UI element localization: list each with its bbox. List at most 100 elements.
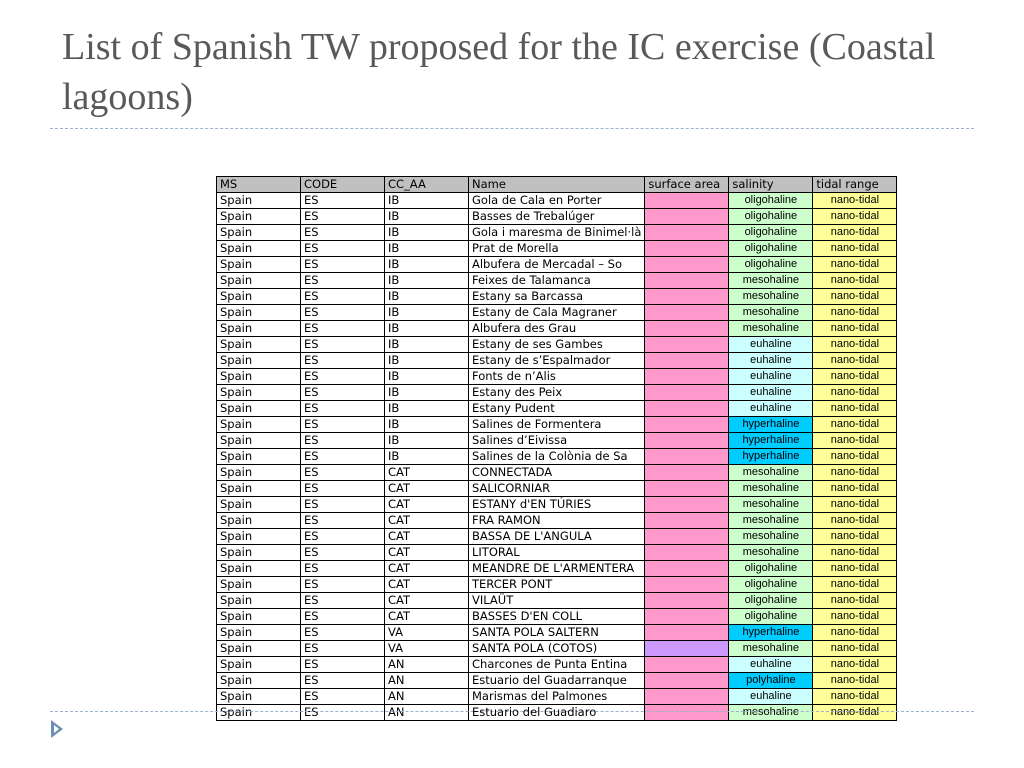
cell-tidal-range: nano-tidal xyxy=(812,656,898,673)
cell-surface-area xyxy=(644,496,730,513)
table-row: Spain ES CAT BASSES D'EN COLL oligohaline nan… xyxy=(216,608,898,625)
cell-name: VILAÜT xyxy=(467,592,646,609)
cell-code: ES xyxy=(300,528,385,545)
cell-surface-area xyxy=(644,224,730,241)
cell-tidal-range: nano-tidal xyxy=(812,512,898,529)
cell-cc-aa: CAT xyxy=(384,464,469,481)
cell-ms: Spain xyxy=(216,704,301,721)
cell-surface-area xyxy=(644,336,730,353)
slide-title: List of Spanish TW proposed for the IC e… xyxy=(62,26,936,118)
cell-salinity: euhaline xyxy=(728,336,814,353)
cell-salinity: hyperhaline xyxy=(728,624,814,641)
table-row: Spain ES IB Feixes de Talamanca mesohaline na… xyxy=(216,272,898,289)
table-row: Spain ES IB Gola i maresma de Binimel·là oli… xyxy=(216,224,898,241)
cell-name: Salines de la Colònia de Sa xyxy=(467,448,646,465)
cell-name: LITORAL xyxy=(467,544,646,561)
cell-ms: Spain xyxy=(216,480,301,497)
cell-salinity: mesohaline xyxy=(728,512,814,529)
table-row: Spain ES IB Fonts de n’Alis euhaline nano-tid… xyxy=(216,368,898,385)
cell-ms: Spain xyxy=(216,416,301,433)
cell-tidal-range: nano-tidal xyxy=(812,192,898,209)
cell-code: ES xyxy=(300,384,385,401)
cell-code: ES xyxy=(300,272,385,289)
cell-cc-aa: CAT xyxy=(384,608,469,625)
table-row: Spain ES CAT CONNECTADA mesohaline nano-tidal xyxy=(216,464,898,481)
cell-tidal-range: nano-tidal xyxy=(812,304,898,321)
cell-surface-area xyxy=(644,368,730,385)
cell-code: ES xyxy=(300,192,385,209)
table-row: Spain ES AN Estuario del Guadiaro mesohaline… xyxy=(216,704,898,721)
cell-ms: Spain xyxy=(216,624,301,641)
cell-salinity: polyhaline xyxy=(728,672,814,689)
cell-cc-aa: CAT xyxy=(384,496,469,513)
cell-cc-aa: IB xyxy=(384,368,469,385)
cell-cc-aa: CAT xyxy=(384,480,469,497)
cell-code: ES xyxy=(300,688,385,705)
header-ms: MS xyxy=(216,176,301,193)
cell-salinity: euhaline xyxy=(728,400,814,417)
cell-ms: Spain xyxy=(216,640,301,657)
cell-name: Estany des Peix xyxy=(467,384,646,401)
cell-ms: Spain xyxy=(216,288,301,305)
cell-ms: Spain xyxy=(216,368,301,385)
cell-name: Salines d’Eivissa xyxy=(467,432,646,449)
cell-tidal-range: nano-tidal xyxy=(812,432,898,449)
cell-code: ES xyxy=(300,432,385,449)
cell-ms: Spain xyxy=(216,512,301,529)
cell-tidal-range: nano-tidal xyxy=(812,224,898,241)
cell-tidal-range: nano-tidal xyxy=(812,640,898,657)
cell-cc-aa: IB xyxy=(384,400,469,417)
cell-code: ES xyxy=(300,544,385,561)
cell-code: ES xyxy=(300,416,385,433)
table-row: Spain ES IB Estany de Cala Magraner mesohali… xyxy=(216,304,898,321)
cell-ms: Spain xyxy=(216,240,301,257)
cell-surface-area xyxy=(644,656,730,673)
cell-name: SANTA POLA (COTOS) xyxy=(467,640,646,657)
cell-ms: Spain xyxy=(216,352,301,369)
cell-ms: Spain xyxy=(216,672,301,689)
cell-ms: Spain xyxy=(216,256,301,273)
cell-surface-area xyxy=(644,272,730,289)
cell-tidal-range: nano-tidal xyxy=(812,416,898,433)
cell-name: Albufera de Mercadal – So xyxy=(467,256,646,273)
header-name: Name xyxy=(467,176,646,193)
cell-tidal-range: nano-tidal xyxy=(812,672,898,689)
table-row: Spain ES CAT VILAÜT oligohaline nano-tidal xyxy=(216,592,898,609)
cell-ms: Spain xyxy=(216,496,301,513)
cell-tidal-range: nano-tidal xyxy=(812,528,898,545)
cell-name: Estany de ses Gambes xyxy=(467,336,646,353)
cell-salinity: oligohaline xyxy=(728,240,814,257)
cell-cc-aa: VA xyxy=(384,640,469,657)
table-row: Spain ES AN Marismas del Palmones euhaline na… xyxy=(216,688,898,705)
table-row: Spain ES IB Salines de Formentera hyperhalin… xyxy=(216,416,898,433)
cell-salinity: hyperhaline xyxy=(728,448,814,465)
cell-salinity: oligohaline xyxy=(728,608,814,625)
table-row: Spain ES CAT ESTANY d'EN TÚRIES mesohaline na… xyxy=(216,496,898,513)
cell-cc-aa: IB xyxy=(384,416,469,433)
cell-cc-aa: CAT xyxy=(384,544,469,561)
cell-code: ES xyxy=(300,672,385,689)
cell-ms: Spain xyxy=(216,544,301,561)
cell-code: ES xyxy=(300,256,385,273)
table-row: Spain ES AN Estuario del Guadarranque polyha… xyxy=(216,672,898,689)
cell-ms: Spain xyxy=(216,608,301,625)
header-cc-aa: CC_AA xyxy=(384,176,469,193)
cell-surface-area xyxy=(644,240,730,257)
cell-ms: Spain xyxy=(216,384,301,401)
cell-ms: Spain xyxy=(216,224,301,241)
cell-salinity: oligohaline xyxy=(728,560,814,577)
cell-tidal-range: nano-tidal xyxy=(812,400,898,417)
cell-surface-area xyxy=(644,432,730,449)
cell-name: Gola de Cala en Porter xyxy=(467,192,646,209)
cell-cc-aa: IB xyxy=(384,256,469,273)
cell-surface-area xyxy=(644,208,730,225)
table-row: Spain ES IB Estany Pudent euhaline nano-tidal xyxy=(216,400,898,417)
table-row: Spain ES IB Salines de la Colònia de Sa hype… xyxy=(216,448,898,465)
table-row: Spain ES IB Salines d’Eivissa hyperhaline nan… xyxy=(216,432,898,449)
table-body: Spain ES IB Gola de Cala en Porter oligohali… xyxy=(216,192,898,721)
cell-surface-area xyxy=(644,352,730,369)
cell-cc-aa: IB xyxy=(384,352,469,369)
cell-cc-aa: CAT xyxy=(384,528,469,545)
cell-tidal-range: nano-tidal xyxy=(812,688,898,705)
table-row: Spain ES CAT LITORAL mesohaline nano-tidal xyxy=(216,544,898,561)
